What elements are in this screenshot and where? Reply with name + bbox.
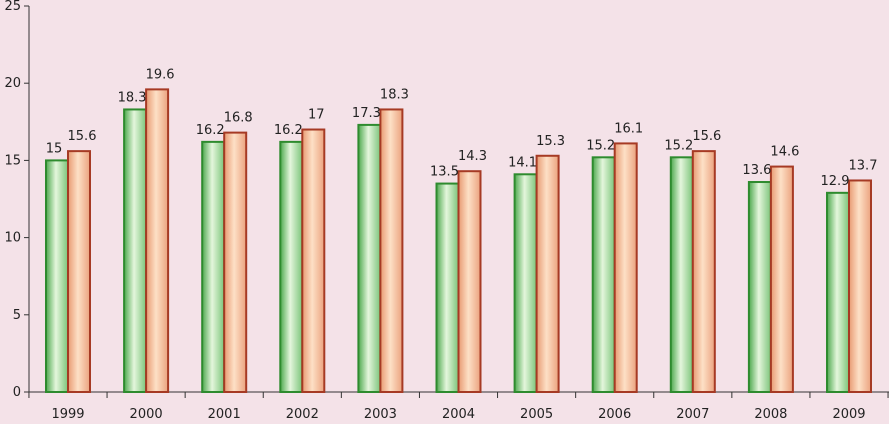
x-tick-label: 2005 (520, 407, 553, 422)
data-label-series-1: 16.2 (274, 123, 303, 138)
bar-series-1 (669, 156, 694, 393)
bar-series-2 (457, 170, 482, 393)
bar-series-2 (67, 150, 91, 393)
x-tick-label: 2003 (364, 407, 397, 422)
data-label-series-1: 17.3 (352, 106, 381, 121)
bar-series-1 (513, 173, 538, 393)
x-tick-label: 2002 (286, 407, 319, 422)
x-tick-label: 2008 (754, 407, 787, 422)
bar-series-1 (747, 181, 772, 393)
y-tick-label: 10 (4, 231, 21, 246)
bar-series-2 (848, 179, 872, 393)
x-tick-label: 1999 (51, 407, 84, 422)
bar-series-1 (591, 156, 616, 393)
bar-series-2 (535, 154, 560, 393)
bar-series-1 (826, 191, 850, 393)
y-tick-label: 15 (4, 153, 21, 168)
data-label-series-2: 15.6 (692, 129, 721, 144)
axes: 0 5 10 15 20 25 1999 2000 2001 2002 2003 2004 2005 20… (4, 0, 889, 422)
bar-series-2 (145, 88, 170, 393)
bar-series-2 (691, 150, 716, 393)
bar-series-1 (357, 123, 382, 393)
data-label-series-2: 17 (308, 108, 325, 123)
x-tick-label: 2000 (130, 407, 163, 422)
x-tick-label: 2009 (832, 407, 865, 422)
data-label-series-1: 14.1 (508, 155, 537, 170)
data-label-series-2: 14.6 (770, 145, 799, 160)
data-label-series-1: 15 (46, 141, 63, 156)
data-label-series-2: 14.3 (458, 149, 487, 164)
data-label-series-1: 13.5 (430, 165, 459, 180)
bar-series-1 (123, 108, 148, 393)
data-label-series-1: 18.3 (118, 90, 147, 105)
data-label-series-2: 16.8 (224, 111, 253, 126)
data-label-series-2: 18.3 (380, 87, 409, 102)
bar-series-2 (379, 108, 404, 393)
x-tick-label: 2001 (208, 407, 241, 422)
data-label-series-2: 19.6 (146, 67, 175, 82)
y-tick-label: 0 (13, 385, 21, 400)
y-tick-label: 5 (13, 308, 21, 323)
bars (45, 88, 872, 394)
bar-series-1 (279, 140, 304, 393)
data-label-series-1: 13.6 (742, 163, 771, 178)
data-label-series-1: 12.9 (821, 174, 850, 189)
bar-series-2 (223, 131, 248, 393)
data-label-series-1: 16.2 (196, 123, 225, 138)
bar-series-2 (613, 142, 638, 393)
x-tick-label: 2006 (598, 407, 631, 422)
x-tick-label: 2007 (676, 407, 709, 422)
data-label-series-2: 13.7 (849, 158, 878, 173)
bar-series-2 (769, 165, 794, 393)
bar-series-1 (201, 140, 226, 393)
y-tick-label: 20 (4, 76, 21, 91)
data-label-series-1: 15.2 (586, 138, 615, 153)
x-tick-label: 2004 (442, 407, 475, 422)
y-tick-label: 25 (4, 0, 21, 14)
data-label-series-2: 15.6 (68, 129, 97, 144)
data-label-series-2: 16.1 (614, 121, 643, 136)
data-label-series-2: 15.3 (536, 134, 565, 149)
bar-series-1 (435, 182, 460, 393)
bar-series-1 (45, 159, 69, 393)
data-label-series-1: 15.2 (664, 138, 693, 153)
bar-series-2 (301, 128, 326, 394)
